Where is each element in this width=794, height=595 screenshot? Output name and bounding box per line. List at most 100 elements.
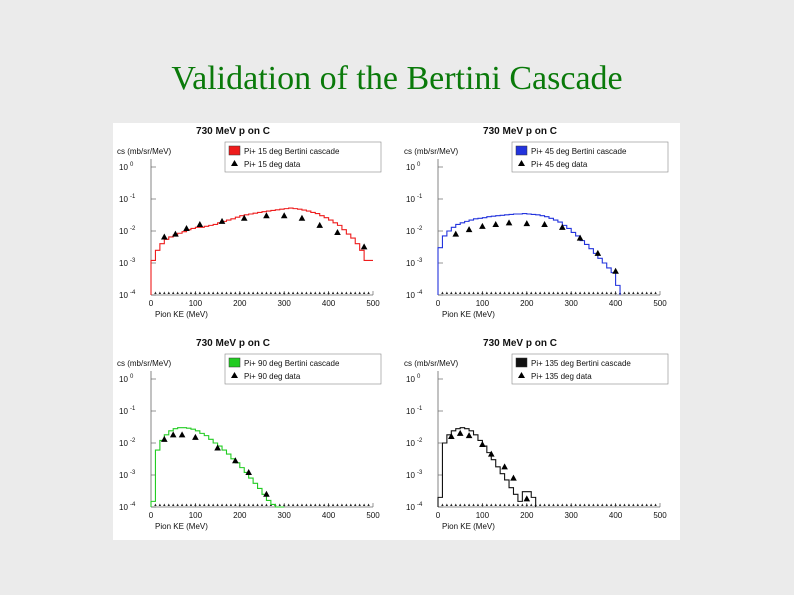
baseline-marker xyxy=(538,291,542,294)
baseline-marker xyxy=(463,503,466,506)
legend-swatch-mc xyxy=(228,145,241,156)
baseline-marker xyxy=(216,503,219,506)
x-tick-label: 200 xyxy=(520,299,534,308)
y-tick-exponent: -1 xyxy=(417,406,423,412)
y-tick-exponent: -4 xyxy=(130,502,136,508)
baseline-marker xyxy=(627,291,631,294)
legend-marker-data xyxy=(231,372,238,378)
data-point xyxy=(183,224,190,231)
legend-box xyxy=(511,141,669,173)
baseline-marker xyxy=(198,503,202,506)
baseline-marker xyxy=(318,291,321,294)
x-tick-label: 200 xyxy=(233,511,247,520)
y-axis-label: cs (mb/sr/MeV) xyxy=(117,359,172,368)
baseline-marker xyxy=(632,291,635,294)
data-point xyxy=(510,474,517,481)
data-point xyxy=(456,429,464,436)
data-point xyxy=(240,214,248,221)
baseline-marker xyxy=(481,291,484,294)
data-point xyxy=(448,432,455,439)
x-tick-label: 300 xyxy=(278,299,292,308)
series-histogram xyxy=(150,207,373,295)
baseline-marker xyxy=(291,503,295,506)
legend-marker-data xyxy=(518,372,525,378)
baseline-marker xyxy=(627,503,631,506)
x-tick-label: 500 xyxy=(653,511,667,520)
baseline-marker xyxy=(225,503,228,506)
baseline-marker xyxy=(300,291,304,294)
data-point xyxy=(492,220,500,227)
baseline-marker xyxy=(530,291,533,294)
data-point xyxy=(196,220,204,227)
y-tick-exponent: -2 xyxy=(417,438,423,444)
data-point xyxy=(161,233,168,240)
baseline-marker xyxy=(163,503,166,506)
x-tick-label: 0 xyxy=(436,299,441,308)
legend-entry-data: Pi+ 15 deg data xyxy=(244,160,301,169)
baseline-marker xyxy=(203,503,206,506)
baseline-marker xyxy=(340,503,344,506)
data-point xyxy=(594,249,602,256)
baseline-marker xyxy=(354,291,357,294)
y-tick-label: 10 xyxy=(119,163,128,172)
y-axis-label: cs (mb/sr/MeV) xyxy=(404,147,459,156)
baseline-marker xyxy=(609,291,613,294)
data-point xyxy=(452,230,460,237)
y-tick-label: 10 xyxy=(406,227,415,236)
y-tick-label: 10 xyxy=(119,227,128,236)
x-tick-label: 500 xyxy=(366,299,380,308)
baseline-marker xyxy=(645,291,648,294)
y-axis-label: cs (mb/sr/MeV) xyxy=(404,359,459,368)
baseline-marker xyxy=(445,503,449,506)
baseline-marker xyxy=(609,503,613,506)
y-tick-label: 10 xyxy=(119,375,128,384)
baseline-marker xyxy=(278,291,281,294)
baseline-marker xyxy=(269,291,273,294)
baseline-marker xyxy=(229,291,233,294)
data-point xyxy=(576,234,584,241)
baseline-marker xyxy=(570,503,573,506)
y-tick-exponent: -1 xyxy=(130,194,136,200)
baseline-marker xyxy=(476,503,480,506)
baseline-marker xyxy=(287,503,290,506)
baseline-marker xyxy=(158,291,162,294)
data-point xyxy=(465,226,473,233)
baseline-marker xyxy=(327,291,330,294)
baseline-marker xyxy=(167,503,170,506)
y-tick-exponent: -3 xyxy=(130,470,136,476)
baseline-marker xyxy=(238,503,241,506)
baseline-marker xyxy=(467,291,471,294)
data-point xyxy=(172,230,179,237)
y-tick-label: 10 xyxy=(119,503,128,512)
baseline-marker xyxy=(265,503,268,506)
data-point xyxy=(298,214,306,221)
x-tick-label: 400 xyxy=(322,299,336,308)
baseline-marker xyxy=(543,291,546,294)
y-tick-label: 10 xyxy=(119,291,128,300)
baseline-marker xyxy=(331,291,335,294)
baseline-marker xyxy=(547,291,551,294)
baseline-marker xyxy=(225,291,228,294)
baseline-marker xyxy=(543,503,546,506)
baseline-marker xyxy=(521,503,524,506)
baseline-marker xyxy=(309,291,313,294)
y-tick-label: 10 xyxy=(406,439,415,448)
baseline-marker xyxy=(220,503,224,506)
baseline-marker xyxy=(238,291,241,294)
baseline-marker xyxy=(512,503,515,506)
y-tick-exponent: -1 xyxy=(130,406,136,412)
data-point xyxy=(245,468,252,475)
baseline-marker xyxy=(305,291,308,294)
baseline-marker xyxy=(516,503,520,506)
baseline-marker xyxy=(636,291,639,294)
baseline-marker xyxy=(291,291,295,294)
legend-entry-mc: Pi+ 45 deg Bertini cascade xyxy=(531,147,627,156)
chart-title: 730 MeV p on C xyxy=(483,126,557,137)
baseline-marker xyxy=(445,291,449,294)
y-tick-label: 10 xyxy=(119,259,128,268)
legend-entry-mc: Pi+ 135 deg Bertini cascade xyxy=(531,359,631,368)
data-point xyxy=(169,431,177,438)
baseline-marker xyxy=(283,291,286,294)
x-tick-label: 200 xyxy=(520,511,534,520)
series-histogram xyxy=(437,213,621,295)
